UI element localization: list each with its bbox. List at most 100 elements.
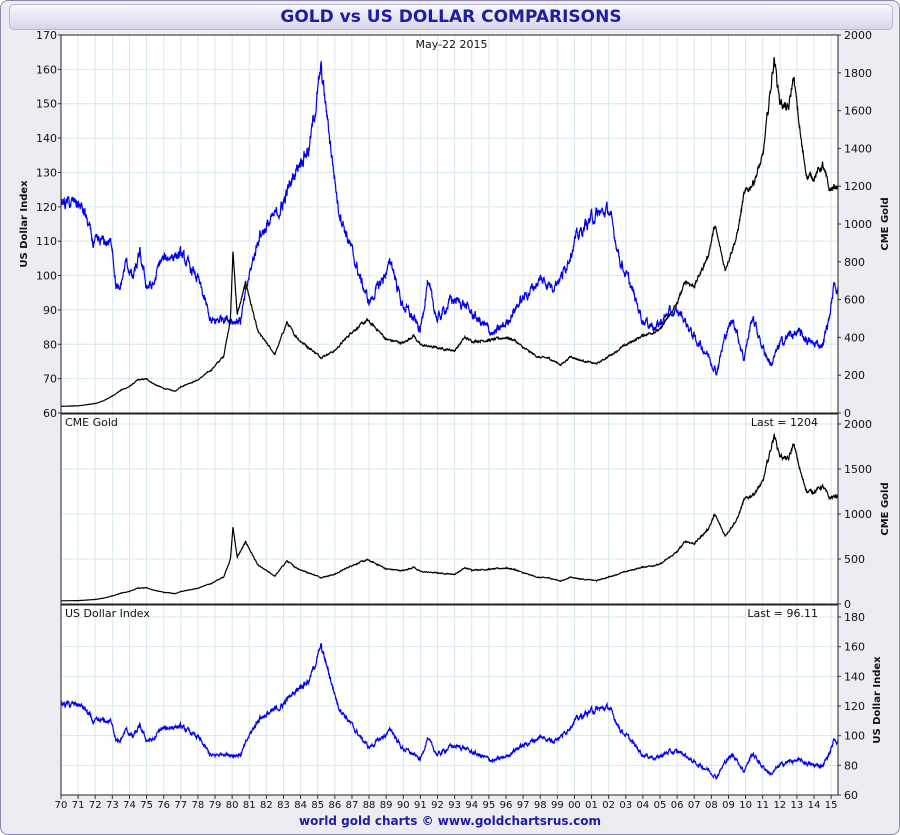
x-tick-label: 88 xyxy=(363,800,376,811)
x-tick-label: 03 xyxy=(619,800,632,811)
y-right-tick-label: 600 xyxy=(844,294,865,307)
series-label-dollar: US Dollar Index xyxy=(65,607,150,620)
y-right-tick-label: 1500 xyxy=(844,463,872,476)
panel-border-1 xyxy=(60,34,839,414)
x-tick-label: 01 xyxy=(585,800,598,811)
y-right-tick-label: 400 xyxy=(844,331,865,344)
x-tick-label: 87 xyxy=(346,800,359,811)
x-tick-label: 07 xyxy=(688,800,701,811)
x-tick-label: 81 xyxy=(243,800,256,811)
x-tick-label: 70 xyxy=(55,800,68,811)
x-tick-label: 92 xyxy=(431,800,444,811)
x-tick-label: 10 xyxy=(739,800,752,811)
series-line-dollar-top xyxy=(60,61,839,377)
x-tick-label: 86 xyxy=(328,800,341,811)
y-left-axis-label: US Dollar Index xyxy=(19,180,30,268)
y-right-tick-label: 0 xyxy=(844,598,851,611)
y-right-tick-label: 120 xyxy=(844,700,865,713)
x-tick-label: 96 xyxy=(500,800,513,811)
y-right-tick-label: 1000 xyxy=(844,508,872,521)
y-left-tick-label: 100 xyxy=(36,270,57,283)
y-right-axis-label: CME Gold xyxy=(880,197,891,250)
y-right-tick-label: 140 xyxy=(844,670,865,683)
y-right-tick-label: 2000 xyxy=(844,29,872,42)
y-right-tick-label: 200 xyxy=(844,369,865,382)
series-line-gold-middle xyxy=(60,432,839,602)
x-tick-label: 95 xyxy=(482,800,495,811)
y-right-tick-label: 180 xyxy=(844,611,865,624)
y-right-tick-label: 0 xyxy=(844,407,851,420)
x-tick-label: 98 xyxy=(534,800,547,811)
y-right-tick-label: 1000 xyxy=(844,218,872,231)
x-tick-label: 09 xyxy=(722,800,735,811)
x-tick-label: 12 xyxy=(773,800,786,811)
x-tick-label: 83 xyxy=(277,800,290,811)
series-label-gold: CME Gold xyxy=(65,416,118,429)
y-left-tick-label: 110 xyxy=(36,235,57,248)
x-tick-label: 76 xyxy=(157,800,170,811)
y-right-tick-label: 60 xyxy=(844,789,858,802)
series-line-dollar-bottom xyxy=(60,642,839,781)
chart-title: GOLD vs US DOLLAR COMPARISONS xyxy=(280,7,622,27)
series-line-gold-top xyxy=(61,57,839,407)
y-left-tick-label: 150 xyxy=(36,98,57,111)
y-left-tick-label: 130 xyxy=(36,166,57,179)
x-tick-label: 82 xyxy=(260,800,273,811)
x-tick-label: 14 xyxy=(808,800,821,811)
panel-border-3 xyxy=(60,604,839,796)
last-value-dollar: Last = 96.11 xyxy=(747,607,818,620)
x-tick-label: 04 xyxy=(637,800,650,811)
y-left-tick-label: 80 xyxy=(43,338,57,351)
y-right-tick-label: 160 xyxy=(844,641,865,654)
x-tick-label: 08 xyxy=(705,800,718,811)
x-tick-label: 97 xyxy=(517,800,530,811)
x-tick-label: 85 xyxy=(311,800,324,811)
y-left-tick-label: 160 xyxy=(36,63,57,76)
x-tick-label: 11 xyxy=(756,800,769,811)
y-right-axis-label: CME Gold xyxy=(880,482,891,535)
x-tick-label: 84 xyxy=(294,800,307,811)
y-right-axis-label: US Dollar Index xyxy=(872,656,883,744)
x-tick-label: 00 xyxy=(568,800,581,811)
x-tick-label: 77 xyxy=(174,800,187,811)
y-left-tick-label: 120 xyxy=(36,201,57,214)
y-left-tick-label: 60 xyxy=(43,407,57,420)
y-right-tick-label: 1400 xyxy=(844,142,872,155)
x-tick-label: 75 xyxy=(140,800,153,811)
y-right-tick-label: 800 xyxy=(844,256,865,269)
x-tick-label: 71 xyxy=(72,800,85,811)
y-right-tick-label: 1800 xyxy=(844,67,872,80)
x-tick-label: 89 xyxy=(380,800,393,811)
y-left-tick-label: 170 xyxy=(36,29,57,42)
panel-background-2 xyxy=(61,414,838,604)
panel-background-1 xyxy=(61,35,838,413)
x-tick-label: 99 xyxy=(551,800,564,811)
date-annotation: May-22 2015 xyxy=(415,38,487,51)
y-right-tick-label: 1200 xyxy=(844,180,872,193)
x-tick-label: 90 xyxy=(397,800,410,811)
x-tick-label: 02 xyxy=(602,800,615,811)
y-right-tick-label: 100 xyxy=(844,730,865,743)
y-right-tick-label: 80 xyxy=(844,759,858,772)
x-tick-label: 13 xyxy=(791,800,804,811)
x-tick-label: 05 xyxy=(654,800,667,811)
y-left-tick-label: 70 xyxy=(43,373,57,386)
panel-border-2 xyxy=(60,413,839,605)
x-tick-label: 06 xyxy=(671,800,684,811)
x-tick-label: 91 xyxy=(414,800,427,811)
x-tick-label: 74 xyxy=(123,800,136,811)
footer-credit: world gold charts © www.goldchartsrus.co… xyxy=(299,814,601,828)
y-right-tick-label: 2000 xyxy=(844,418,872,431)
y-left-tick-label: 90 xyxy=(43,304,57,317)
panel-background-3 xyxy=(61,605,838,795)
x-tick-label: 78 xyxy=(192,800,205,811)
x-tick-label: 79 xyxy=(209,800,222,811)
title-bar: GOLD vs US DOLLAR COMPARISONS xyxy=(9,4,893,30)
x-tick-label: 72 xyxy=(89,800,102,811)
x-tick-label: 80 xyxy=(226,800,239,811)
last-value-gold: Last = 1204 xyxy=(751,416,818,429)
x-tick-label: 73 xyxy=(106,800,119,811)
y-right-tick-label: 1600 xyxy=(844,105,872,118)
y-left-tick-label: 140 xyxy=(36,132,57,145)
